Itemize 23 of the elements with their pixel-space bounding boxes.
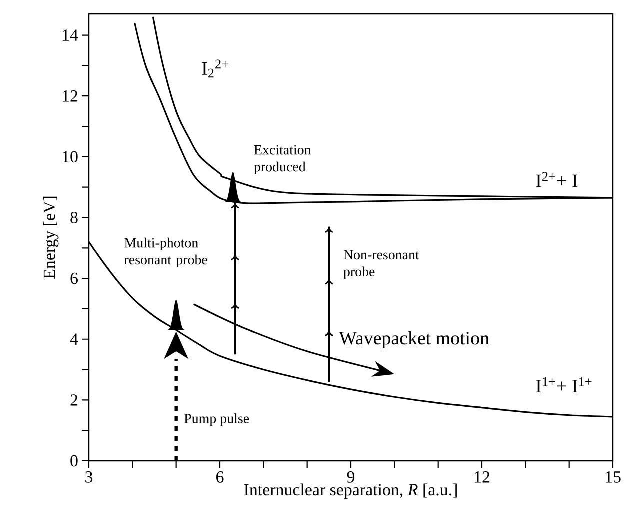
y-tick-label: 4: [70, 334, 78, 345]
y-tick-label: 14: [63, 30, 78, 41]
x-tick-label: 15: [606, 472, 621, 483]
x-tick-label: 6: [216, 472, 224, 483]
annotation: I$^{1+}$+ I$^{1+}$: [536, 377, 592, 392]
y-tick-label: 6: [70, 272, 78, 284]
annotation: Non-resonant probe: [344, 250, 420, 280]
x-tick-label: 9: [347, 472, 355, 483]
annotation: I$^{2+}$+ I: [536, 172, 578, 188]
y-tick-label: 12: [63, 90, 78, 102]
y-tick-label: 2: [70, 394, 78, 406]
annotation: Wavepacket motion: [339, 331, 490, 349]
y-tick-label: 10: [63, 151, 78, 163]
y-tick-label: 0: [70, 455, 78, 467]
y-tick-label: 8: [70, 212, 78, 224]
annotation: Pump pulse: [184, 414, 250, 426]
annotation: Excitation produced: [254, 145, 312, 175]
y-axis-title: Energy [eV]: [43, 196, 59, 279]
annotation: I$_{2}$2+: [202, 60, 228, 78]
x-tick-label: 3: [86, 472, 93, 483]
annotation: Multi-photon resonant probe: [124, 238, 208, 268]
x-tick-label: 12: [475, 472, 490, 483]
x-axis-title: Internuclear separation, R [a.u.]: [244, 484, 457, 500]
